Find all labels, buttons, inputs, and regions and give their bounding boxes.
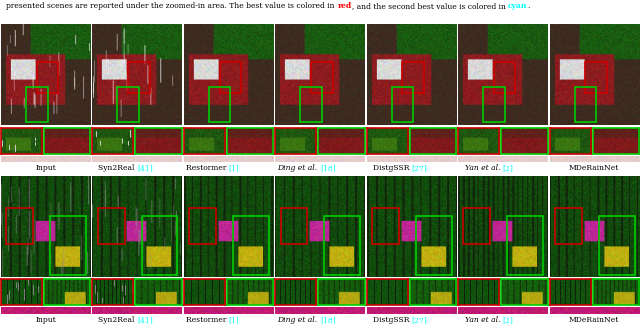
Text: Restormer: Restormer (186, 165, 228, 172)
Text: [1]: [1] (228, 316, 239, 324)
Bar (118, 87, 139, 122)
Bar (555, 208, 582, 244)
Text: [2]: [2] (503, 316, 514, 324)
Text: MDeRainNet: MDeRainNet (569, 165, 620, 172)
Text: [18]: [18] (320, 165, 336, 172)
Bar (50, 216, 86, 275)
Bar (300, 87, 322, 122)
Bar (483, 87, 505, 122)
Text: [1]: [1] (228, 165, 239, 172)
Text: DistgSSR: DistgSSR (372, 316, 412, 324)
Bar (403, 63, 424, 93)
Bar (463, 208, 490, 244)
Bar (392, 87, 413, 122)
Text: .: . (527, 2, 530, 10)
Bar (128, 63, 150, 93)
Bar (416, 216, 452, 275)
Text: DistgSSR: DistgSSR (372, 165, 412, 172)
Bar (220, 63, 241, 93)
Bar (324, 216, 360, 275)
Bar (209, 87, 230, 122)
Bar (26, 87, 47, 122)
Text: Restormer: Restormer (186, 316, 228, 324)
Text: Syn2Real: Syn2Real (99, 165, 137, 172)
Text: Syn2Real: Syn2Real (99, 316, 137, 324)
Text: Yan et al.: Yan et al. (465, 165, 503, 172)
Bar (599, 216, 635, 275)
Bar (586, 63, 607, 93)
Bar (98, 208, 125, 244)
Text: [27]: [27] (412, 165, 427, 172)
Bar (6, 208, 33, 244)
Bar (141, 216, 177, 275)
Bar (233, 216, 269, 275)
Text: MDeRainNet: MDeRainNet (569, 316, 620, 324)
Bar (508, 216, 543, 275)
Bar (494, 63, 515, 93)
Text: red: red (337, 2, 351, 10)
Text: Ding et al.: Ding et al. (278, 165, 320, 172)
Text: [41]: [41] (137, 316, 153, 324)
Text: Ding et al.: Ding et al. (278, 316, 320, 324)
Bar (189, 208, 216, 244)
Bar (575, 87, 596, 122)
Text: [41]: [41] (137, 165, 153, 172)
Bar (372, 208, 399, 244)
Text: Yan et al.: Yan et al. (465, 316, 503, 324)
Text: [27]: [27] (412, 316, 427, 324)
Text: , and the second best value is colored in: , and the second best value is colored i… (351, 2, 508, 10)
Text: presented scenes are reported under the zoomed-in area. The best value is colore: presented scenes are reported under the … (6, 2, 337, 10)
Text: Input: Input (35, 316, 56, 324)
Text: [2]: [2] (503, 165, 514, 172)
Bar (36, 63, 58, 93)
Bar (280, 208, 307, 244)
Text: [18]: [18] (320, 316, 336, 324)
Text: cyan: cyan (508, 2, 527, 10)
Bar (311, 63, 333, 93)
Text: Input: Input (35, 165, 56, 172)
